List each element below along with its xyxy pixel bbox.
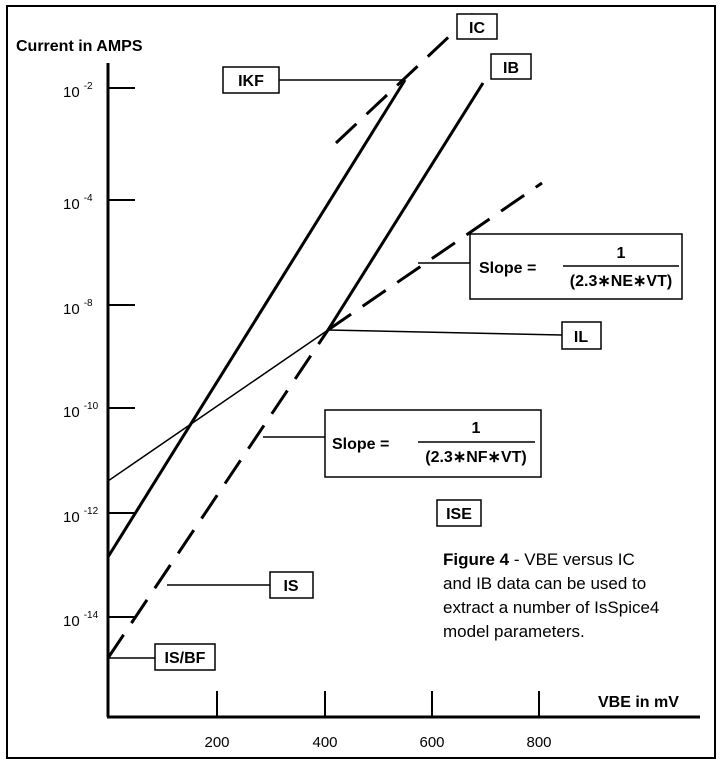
slope-ne-numerator: 1 [617, 245, 626, 262]
x-tick-label: 400 [312, 734, 337, 751]
is-bf-label-box [154, 643, 216, 671]
ib-solid-line [326, 82, 485, 331]
caption-line-2: and IB data can be used to [443, 574, 646, 593]
slope-nf-numerator: 1 [472, 420, 481, 437]
ic-label: IC [469, 20, 485, 37]
y-tick-label: 10 -8 [63, 298, 93, 318]
y-axis-title: Current in AMPS [16, 38, 143, 55]
il-label-box [561, 321, 602, 350]
x-axis-title: VBE in mV [598, 694, 679, 711]
ib-label: IB [503, 60, 519, 77]
ise-label: ISE [446, 506, 472, 523]
is-bf-label: IS/BF [165, 650, 206, 667]
caption-line-4: model parameters. [443, 622, 585, 641]
slope-nf-box [324, 409, 542, 478]
ikf-label-box [222, 66, 280, 94]
slope-ne-denominator: (2.3∗NE∗VT) [570, 273, 672, 290]
ic-solid-line [106, 79, 407, 558]
x-tick-label: 600 [419, 734, 444, 751]
y-tick-label: 10 -12 [63, 506, 99, 526]
caption-line-1: Figure 4 - VBE versus IC [443, 550, 635, 569]
y-tick-label: 10 -2 [63, 81, 93, 101]
ic-dashed-line [334, 12, 475, 145]
ib-dashed-lower-line [106, 329, 330, 659]
ise-extrapolation-line [107, 329, 329, 482]
y-tick-label: 10 -14 [63, 610, 99, 630]
slope-ne-prefix: Slope = [479, 260, 536, 277]
il-leader-line [327, 329, 563, 336]
ib-label-box [490, 53, 532, 80]
ise-label-box [436, 499, 482, 527]
slope-nf-prefix: Slope = [332, 436, 389, 453]
slope-nf-denominator: (2.3∗NF∗VT) [425, 449, 526, 466]
is-label: IS [283, 578, 298, 595]
figure-border [6, 5, 716, 759]
ic-label-box [456, 13, 498, 40]
ikf-label: IKF [238, 73, 264, 90]
y-tick-label: 10 -10 [63, 401, 99, 421]
caption-line-3: extract a number of IsSpice4 [443, 598, 659, 617]
is-label-box [269, 571, 314, 599]
ib-dashed-upper-line [327, 181, 543, 332]
x-tick-label: 800 [526, 734, 551, 751]
y-tick-label: 10 -4 [63, 193, 93, 213]
x-tick-label: 200 [204, 734, 229, 751]
il-label: IL [574, 329, 588, 346]
